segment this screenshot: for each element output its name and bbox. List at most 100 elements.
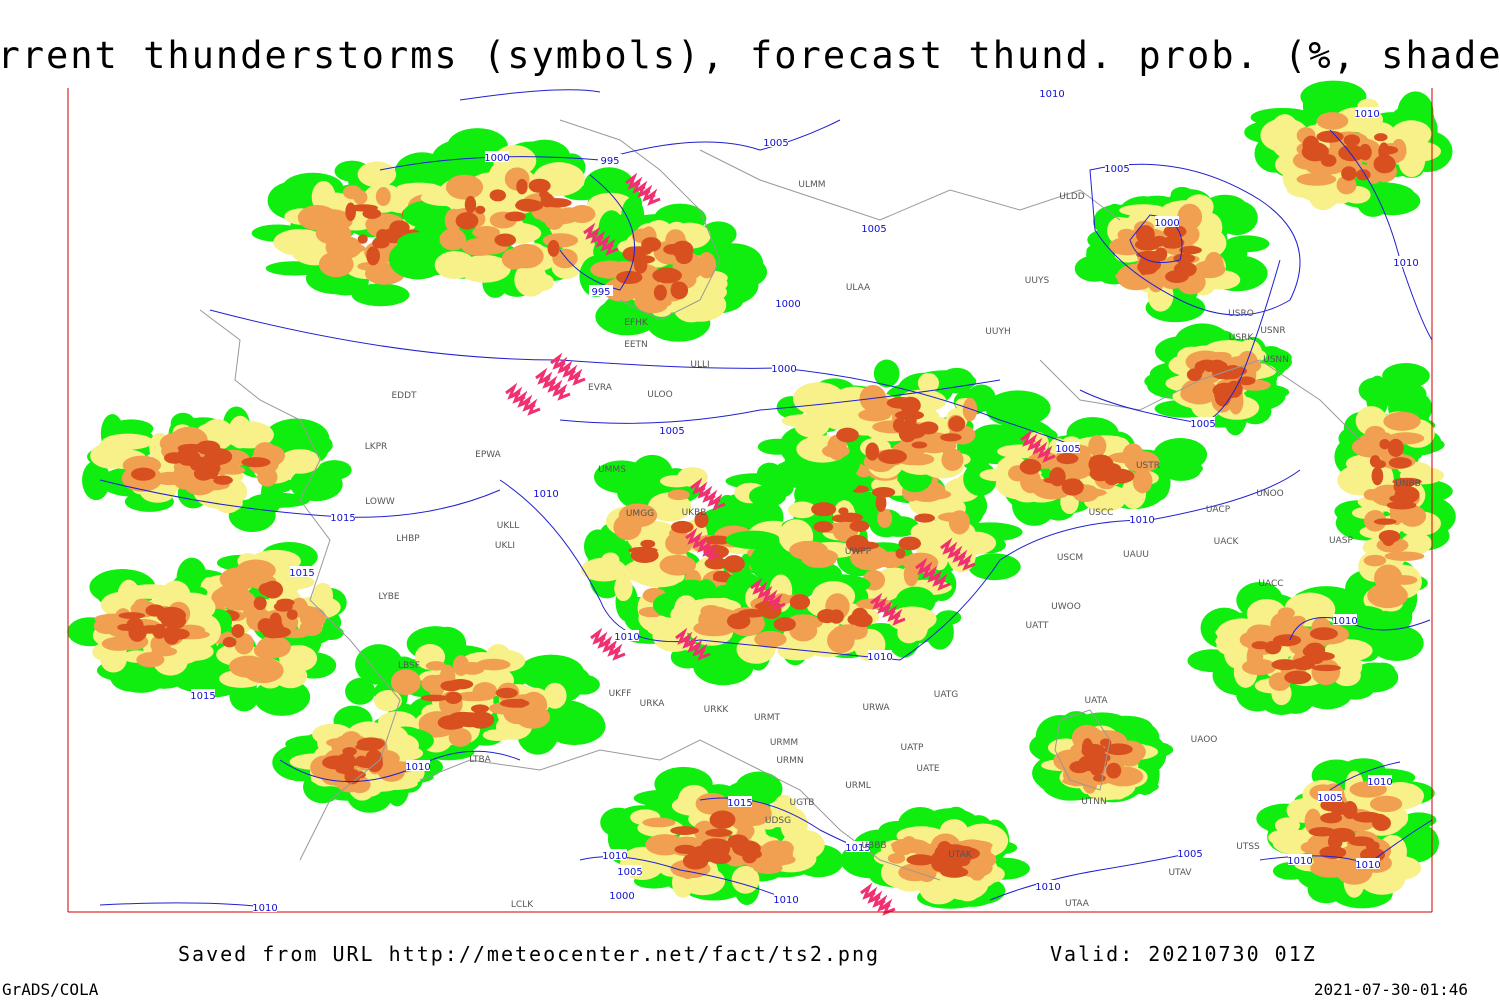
isobar-label: 1005	[861, 224, 886, 235]
station-label: UMMS	[598, 465, 626, 475]
shade-cell	[154, 471, 185, 486]
shade-cell	[82, 460, 111, 501]
isobar-label: 1010	[1393, 258, 1418, 269]
shade-cell	[653, 284, 667, 301]
thunderstorm-symbol	[935, 573, 951, 591]
shade-cell	[129, 626, 147, 641]
shade-cell	[475, 658, 511, 671]
shade-cell	[941, 448, 964, 471]
shade-cell	[375, 187, 391, 206]
station-label: URKK	[704, 705, 730, 715]
shade-cell	[875, 493, 887, 512]
shade-cell	[898, 863, 932, 882]
shade-cell	[528, 178, 551, 193]
isobar-label: 1010	[1129, 515, 1154, 526]
shade-cell	[1369, 795, 1403, 813]
isobar-label: 1010	[614, 632, 639, 643]
thunderstorm-symbol	[705, 543, 721, 561]
station-label: UTSS	[1236, 842, 1260, 852]
isobar-label-bg	[1288, 854, 1312, 865]
shade-cell	[355, 644, 403, 685]
isobar-label: 1000	[775, 299, 800, 310]
shade-cell	[906, 854, 935, 866]
shade-cell	[873, 359, 900, 388]
shade-cell	[447, 679, 474, 690]
shade-cell	[898, 536, 922, 551]
shade-cell	[253, 641, 282, 660]
shade-cell	[1109, 237, 1146, 256]
shade-cell	[464, 195, 477, 214]
isobar-label: 1000	[1154, 218, 1179, 229]
shade-cell	[1384, 551, 1425, 561]
station-label: URMN	[776, 756, 803, 766]
shade-cell	[458, 254, 511, 283]
shade-cell	[1291, 657, 1316, 671]
shade-cell	[671, 240, 694, 259]
shade-cell	[214, 491, 242, 514]
shade-cell	[100, 645, 127, 673]
shade-cell	[1373, 154, 1396, 174]
shade-cell	[1193, 260, 1226, 279]
isobar-label: 1005	[659, 426, 684, 437]
shade-cell	[1400, 532, 1432, 555]
shade-cell	[726, 612, 751, 630]
shade-cell	[439, 228, 467, 251]
station-label: UKBB	[682, 508, 707, 518]
isobar-label-bg	[764, 136, 788, 147]
software: GrADS/COLA	[2, 980, 99, 999]
station-label: UASP	[1329, 536, 1353, 546]
shade-cell	[513, 698, 528, 708]
shade-cell	[286, 609, 298, 620]
shade-cell	[792, 460, 851, 491]
station-label: UUYS	[1025, 276, 1050, 286]
shade-cell	[228, 415, 252, 449]
isobar-label: 1010	[1355, 860, 1380, 871]
station-label: USRK	[1229, 333, 1255, 343]
shade-cell	[890, 839, 930, 851]
isobar-label: 1000	[609, 891, 634, 902]
shade-cell	[276, 598, 295, 607]
shade-cell	[700, 221, 737, 247]
isobar-label: 1010	[1332, 616, 1357, 627]
thunderstorm-symbols	[505, 172, 1056, 916]
shade-cell	[1132, 468, 1153, 494]
shade-cell	[789, 614, 818, 624]
title: Current thunderstorms (symbols), forecas…	[0, 34, 1500, 77]
shade-cell	[130, 467, 156, 481]
shade-cell	[268, 189, 305, 204]
shade-cell	[357, 161, 397, 188]
station-label: UATE	[916, 764, 940, 774]
shade-cell	[662, 555, 690, 567]
isobar-label-bg	[1394, 256, 1418, 267]
shade-cell	[312, 582, 334, 609]
shade-cell	[389, 220, 410, 236]
station-label: LKPR	[365, 442, 388, 452]
shade-cell	[269, 612, 282, 631]
shade-cell	[748, 485, 787, 508]
station-label: ULMM	[798, 180, 825, 190]
isobar-label-bg	[1056, 442, 1080, 453]
thunderstorm-symbol	[1040, 445, 1056, 463]
thunderstorm-symbol	[603, 238, 619, 256]
shade-cell	[1367, 582, 1408, 609]
isobar-label: 995	[591, 287, 610, 298]
valid-time: Valid: 20210730 01Z	[1050, 942, 1317, 966]
shade-cell	[1108, 217, 1140, 234]
shade-cell	[495, 687, 518, 699]
shade-cell	[691, 281, 720, 294]
timestamp: 2021-07-30-01:46	[1314, 980, 1468, 999]
station-labels: ULMM ULDD ULAA UUYS UUYH USRO USRK USNR USNN EFHK…	[365, 180, 1421, 910]
shade-cell	[1154, 247, 1168, 262]
shade-cell	[366, 246, 380, 266]
station-label: ULDD	[1059, 192, 1085, 202]
isobar-label-bg	[290, 566, 314, 577]
station-label: USNN	[1263, 355, 1289, 365]
shade-cell	[1090, 764, 1104, 776]
shade-cell	[671, 520, 694, 534]
shade-cell	[543, 204, 565, 230]
isobar-label-bg	[191, 689, 215, 700]
isobar-label-bg	[846, 841, 870, 852]
shade-cell	[1388, 457, 1412, 469]
shade-cell	[1088, 435, 1107, 458]
shade-cell	[1081, 743, 1106, 759]
